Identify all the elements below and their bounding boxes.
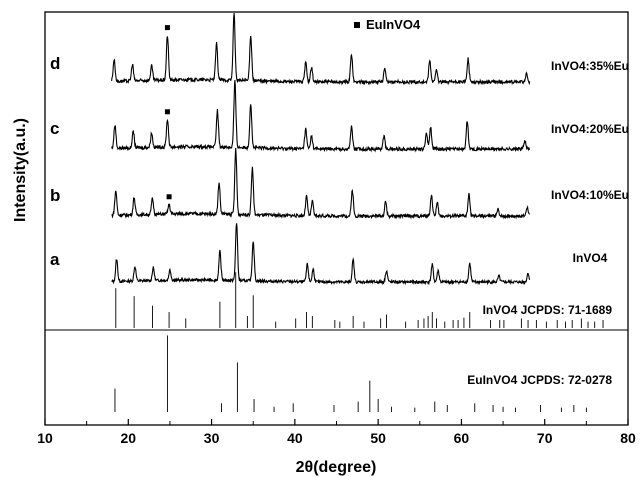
eu-marker [164, 25, 170, 31]
x-axis-ticks: 10 20 30 40 50 60 70 80 [37, 419, 636, 446]
series-b: b InVO4:10%Eu [50, 147, 629, 220]
series-c: c InVO4:20%Eu [50, 80, 629, 153]
eu-phase-markers [164, 25, 172, 200]
series-letter: b [50, 186, 60, 205]
x-tick-label: 80 [620, 430, 636, 446]
legend-label: EuInVO4 [366, 17, 421, 32]
x-tick-label: 40 [287, 430, 303, 446]
x-axis-label: 2θ(degree) [296, 459, 377, 476]
x-tick-label: 60 [454, 430, 470, 446]
series-curve [111, 147, 530, 220]
reference-label: EuInVO4 JCPDS: 72-0278 [467, 373, 612, 387]
series-curve [111, 12, 531, 86]
y-axis-label: Intensity(a.u.) [12, 118, 29, 222]
series-label: InVO4 [573, 251, 608, 265]
x-tick-label: 70 [537, 430, 553, 446]
eu-marker [164, 109, 170, 115]
series-label: InVO4:35%Eu [551, 59, 629, 73]
x-tick-label: 10 [37, 430, 53, 446]
eu-marker [166, 194, 172, 200]
series-label: InVO4:10%Eu [551, 188, 629, 202]
series-label: InVO4:20%Eu [551, 122, 629, 136]
series-curve [111, 80, 531, 153]
legend-marker-square [354, 22, 360, 28]
series-d: d InVO4:35%Eu [50, 12, 629, 86]
x-tick-label: 20 [120, 430, 136, 446]
x-tick-label: 30 [204, 430, 220, 446]
series-a: a InVO4 [50, 223, 608, 286]
series-letter: c [50, 119, 59, 138]
reference-pattern: InVO4 JCPDS: 71-1689 [115, 272, 613, 328]
plot-frame [44, 11, 629, 426]
series-curve [111, 223, 531, 286]
series-letter: d [50, 54, 60, 73]
reference-label: InVO4 JCPDS: 71-1689 [483, 303, 613, 317]
reference-pattern: EuInVO4 JCPDS: 72-0278 [114, 335, 612, 412]
series-letter: a [50, 250, 60, 269]
reference-patterns: InVO4 JCPDS: 71-1689 EuInVO4 JCPDS: 72-02… [114, 272, 613, 412]
diffraction-curves: a InVO4 b InVO4:10%Eu c InVO4:20%Eu d InVO4:35%… [50, 12, 629, 286]
x-tick-label: 50 [370, 430, 386, 446]
